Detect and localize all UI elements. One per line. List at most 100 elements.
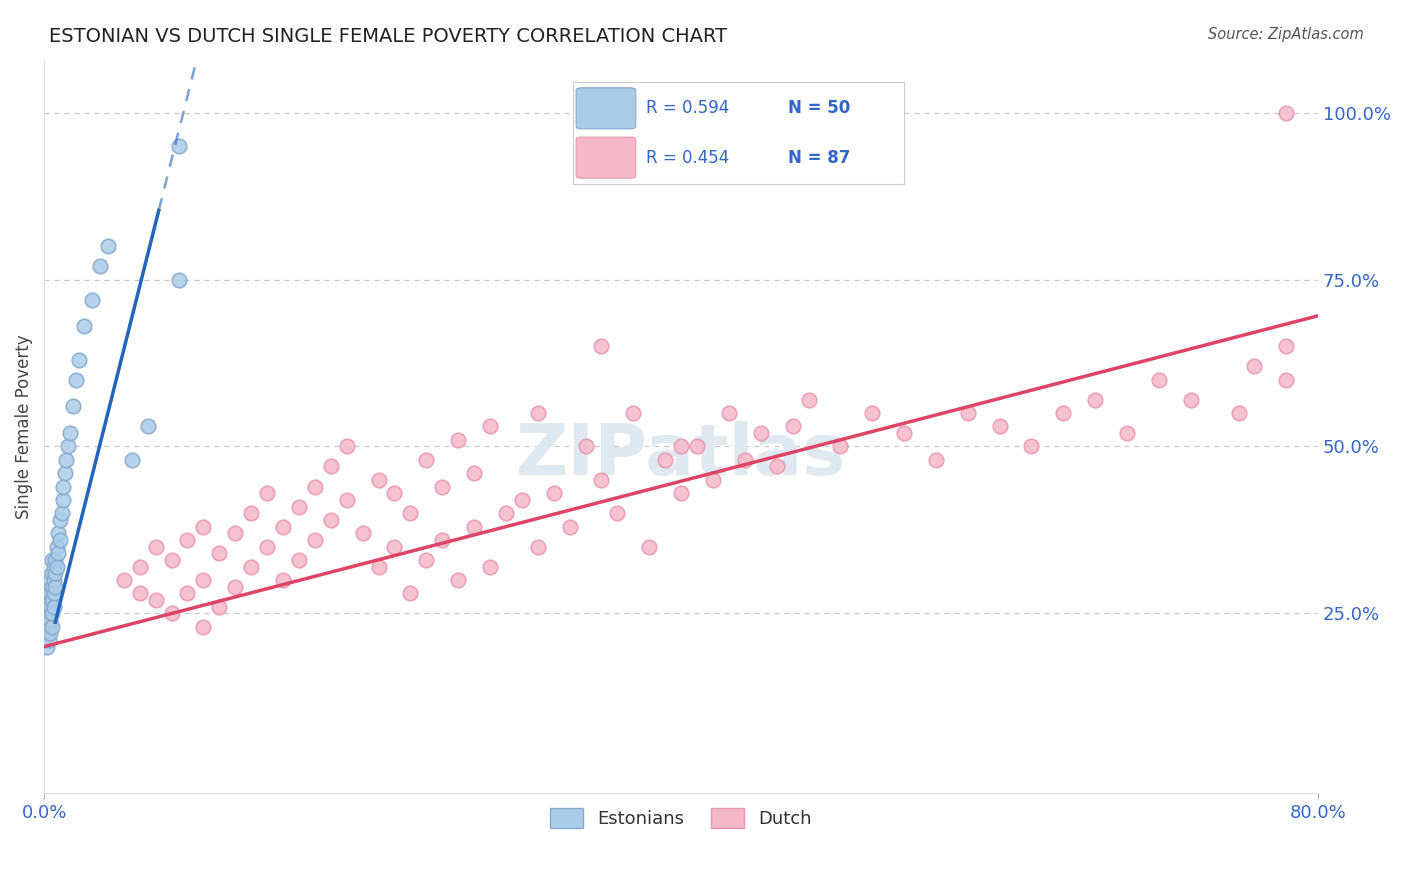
Point bbox=[319, 459, 342, 474]
Point bbox=[224, 580, 246, 594]
Point bbox=[176, 533, 198, 547]
Point bbox=[193, 573, 215, 587]
Point bbox=[193, 619, 215, 633]
Point bbox=[1084, 392, 1107, 407]
Point bbox=[558, 519, 581, 533]
Point bbox=[89, 260, 111, 274]
Point bbox=[240, 559, 263, 574]
Point bbox=[97, 239, 120, 253]
Point bbox=[925, 453, 948, 467]
Point bbox=[399, 506, 422, 520]
Point bbox=[41, 580, 63, 594]
Point bbox=[399, 586, 422, 600]
Point bbox=[797, 392, 820, 407]
Point bbox=[686, 440, 709, 454]
Point bbox=[160, 606, 183, 620]
Point bbox=[80, 293, 103, 307]
Point bbox=[591, 473, 613, 487]
Point bbox=[65, 373, 87, 387]
Point bbox=[62, 400, 84, 414]
Point bbox=[53, 466, 76, 480]
Point bbox=[463, 466, 485, 480]
Point bbox=[384, 486, 406, 500]
Point bbox=[463, 519, 485, 533]
Point bbox=[479, 419, 502, 434]
Point bbox=[447, 433, 470, 447]
Point bbox=[638, 540, 661, 554]
Point bbox=[271, 519, 294, 533]
Point bbox=[48, 546, 70, 560]
Point bbox=[169, 139, 191, 153]
Point bbox=[224, 526, 246, 541]
Point bbox=[38, 632, 60, 647]
Point bbox=[432, 479, 454, 493]
Point bbox=[956, 406, 979, 420]
Point bbox=[44, 553, 66, 567]
Point bbox=[128, 586, 150, 600]
Point bbox=[240, 506, 263, 520]
Point bbox=[136, 419, 159, 434]
Text: ZIPatlas: ZIPatlas bbox=[516, 421, 846, 491]
Point bbox=[1275, 373, 1298, 387]
Point bbox=[44, 566, 66, 581]
Point bbox=[39, 613, 62, 627]
Point bbox=[860, 406, 883, 420]
Point bbox=[415, 453, 437, 467]
Point bbox=[52, 492, 75, 507]
Point bbox=[271, 573, 294, 587]
Point bbox=[1227, 406, 1250, 420]
Point bbox=[38, 619, 60, 633]
Point bbox=[42, 599, 65, 614]
Point bbox=[38, 606, 60, 620]
Point bbox=[39, 573, 62, 587]
Point bbox=[495, 506, 517, 520]
Point bbox=[41, 606, 63, 620]
Point bbox=[42, 559, 65, 574]
Point bbox=[765, 459, 787, 474]
Legend: Estonians, Dutch: Estonians, Dutch bbox=[543, 800, 820, 836]
Point bbox=[717, 406, 740, 420]
Point bbox=[654, 453, 676, 467]
Point bbox=[336, 492, 359, 507]
Point bbox=[208, 599, 231, 614]
Point bbox=[669, 440, 692, 454]
Point bbox=[39, 599, 62, 614]
Point bbox=[145, 593, 167, 607]
Point bbox=[256, 540, 278, 554]
Point bbox=[42, 573, 65, 587]
Point bbox=[256, 486, 278, 500]
Point bbox=[48, 526, 70, 541]
Point bbox=[1275, 339, 1298, 353]
Point bbox=[39, 626, 62, 640]
Point bbox=[479, 559, 502, 574]
Point bbox=[193, 519, 215, 533]
Point bbox=[510, 492, 533, 507]
Point bbox=[41, 566, 63, 581]
Point bbox=[39, 586, 62, 600]
Point bbox=[37, 640, 59, 654]
Point bbox=[145, 540, 167, 554]
Point bbox=[73, 319, 96, 334]
Y-axis label: Single Female Poverty: Single Female Poverty bbox=[15, 334, 32, 519]
Point bbox=[447, 573, 470, 587]
Point bbox=[58, 426, 80, 441]
Point bbox=[527, 406, 550, 420]
Point bbox=[1021, 440, 1043, 454]
Point bbox=[1275, 106, 1298, 120]
Point bbox=[352, 526, 374, 541]
Point bbox=[591, 339, 613, 353]
Point bbox=[38, 593, 60, 607]
Point bbox=[160, 553, 183, 567]
Point bbox=[41, 619, 63, 633]
Point bbox=[44, 580, 66, 594]
Point bbox=[38, 586, 60, 600]
Point bbox=[51, 506, 73, 520]
Point bbox=[49, 513, 72, 527]
Point bbox=[734, 453, 756, 467]
Point bbox=[621, 406, 644, 420]
Point bbox=[176, 586, 198, 600]
Point bbox=[41, 593, 63, 607]
Point bbox=[49, 533, 72, 547]
Point bbox=[527, 540, 550, 554]
Point bbox=[543, 486, 565, 500]
